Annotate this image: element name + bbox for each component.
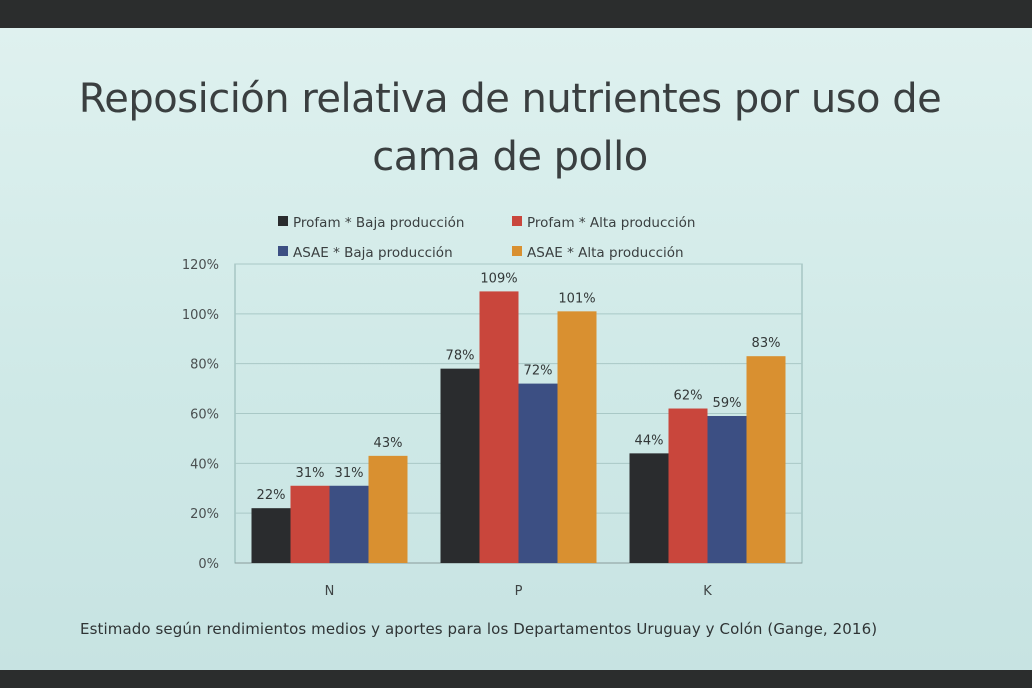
data-label: 101% [558,291,595,306]
data-label: 62% [674,389,703,404]
bar [329,485,369,563]
legend-label: ASAE * Baja producción [293,245,453,261]
bar [707,415,747,563]
bar [368,455,408,563]
y-tick-label: 100% [182,308,219,323]
legend-swatch [512,246,522,256]
bar [668,408,708,563]
bar [251,508,291,563]
y-tick-label: 40% [190,457,219,472]
bar [479,291,519,563]
slide-title: Reposición relativa de nutrientes por us… [78,76,942,180]
x-tick-label: N [325,584,335,599]
bar [290,485,330,563]
bar [557,311,597,563]
data-label: 78% [446,349,475,364]
data-label: 109% [480,271,517,286]
y-tick-label: 0% [198,557,219,572]
y-tick-label: 60% [190,408,219,423]
legend-swatch [278,246,288,256]
legend-swatch [278,216,288,226]
data-label: 44% [635,433,664,448]
data-label: 22% [257,488,286,503]
bar [746,356,786,563]
y-tick-label: 80% [190,358,219,373]
data-label: 43% [374,436,403,451]
legend-label: ASAE * Alta producción [527,245,684,261]
data-label: 83% [752,336,781,351]
x-tick-label: P [515,584,523,599]
x-tick-label: K [703,584,712,599]
slide-footnote: Estimado según rendimientos medios y apo… [80,620,878,638]
legend-label: Profam * Baja producción [293,215,464,231]
y-tick-label: 120% [182,258,219,273]
bar [440,368,480,563]
legend-swatch [512,216,522,226]
legend-label: Profam * Alta producción [527,215,695,231]
data-label: 31% [296,466,325,481]
data-label: 31% [335,466,364,481]
y-tick-label: 20% [190,507,219,522]
data-label: 59% [713,396,742,411]
bar [518,383,558,563]
data-label: 72% [524,364,553,379]
bar [629,453,669,563]
